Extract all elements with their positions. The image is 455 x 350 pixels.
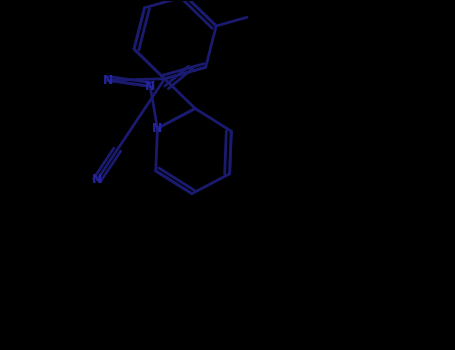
Text: N: N [145, 80, 156, 93]
Text: N: N [92, 173, 102, 186]
Text: N: N [103, 74, 113, 87]
Text: N: N [152, 122, 162, 135]
